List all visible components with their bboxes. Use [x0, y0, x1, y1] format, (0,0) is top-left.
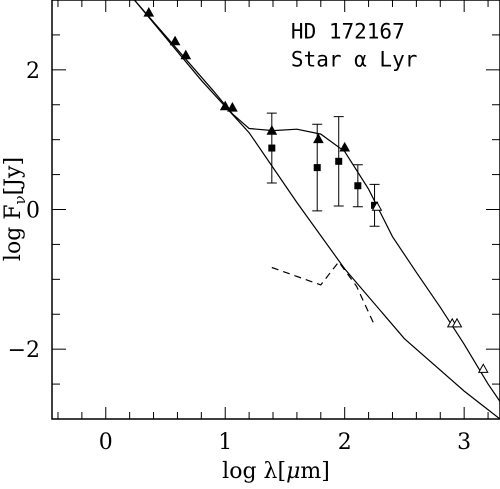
y-tick-label: 0: [26, 199, 40, 224]
y-tick-label: 2: [26, 59, 40, 84]
square-point: [268, 144, 276, 152]
triangle-point: [219, 100, 231, 111]
model-line-1: [133, 0, 500, 420]
open-triangle-point: [371, 201, 383, 211]
axis-ticks: [52, 0, 500, 420]
open-triangle-point: [451, 317, 463, 328]
triangle-point: [339, 141, 351, 152]
object-type-label: Star α Lyr: [291, 47, 417, 71]
triangle-point: [227, 102, 238, 112]
x-tick-label: 3: [457, 430, 471, 455]
square-point: [313, 164, 321, 172]
annotations: HD 172167 Star α Lyr: [291, 19, 417, 71]
triangle-point: [169, 35, 181, 46]
y-axis-title: log Fν[Jy]: [1, 157, 29, 261]
triangle-point: [313, 133, 324, 144]
open-triangle-point: [477, 363, 489, 373]
square-point: [371, 201, 379, 209]
plot-frame: [51, 0, 500, 420]
square-point: [335, 157, 343, 165]
triangle-point: [143, 7, 155, 17]
x-axis-title: log λ[μm]: [222, 459, 330, 484]
x-tick-label: 1: [218, 430, 232, 455]
triangle-point: [180, 49, 192, 60]
object-name-label: HD 172167: [291, 19, 405, 43]
model-line-0: [133, 0, 500, 402]
model-lines: [133, 0, 500, 420]
dashed-line-2: [271, 260, 376, 326]
x-tick-label: 2: [338, 430, 352, 455]
x-tick-label: 0: [99, 430, 113, 455]
y-tick-label: −2: [8, 338, 40, 363]
tick-labels: 0 1 2 3 −2 0 2: [8, 59, 472, 455]
square-point: [354, 182, 362, 190]
data-points: [143, 7, 489, 373]
